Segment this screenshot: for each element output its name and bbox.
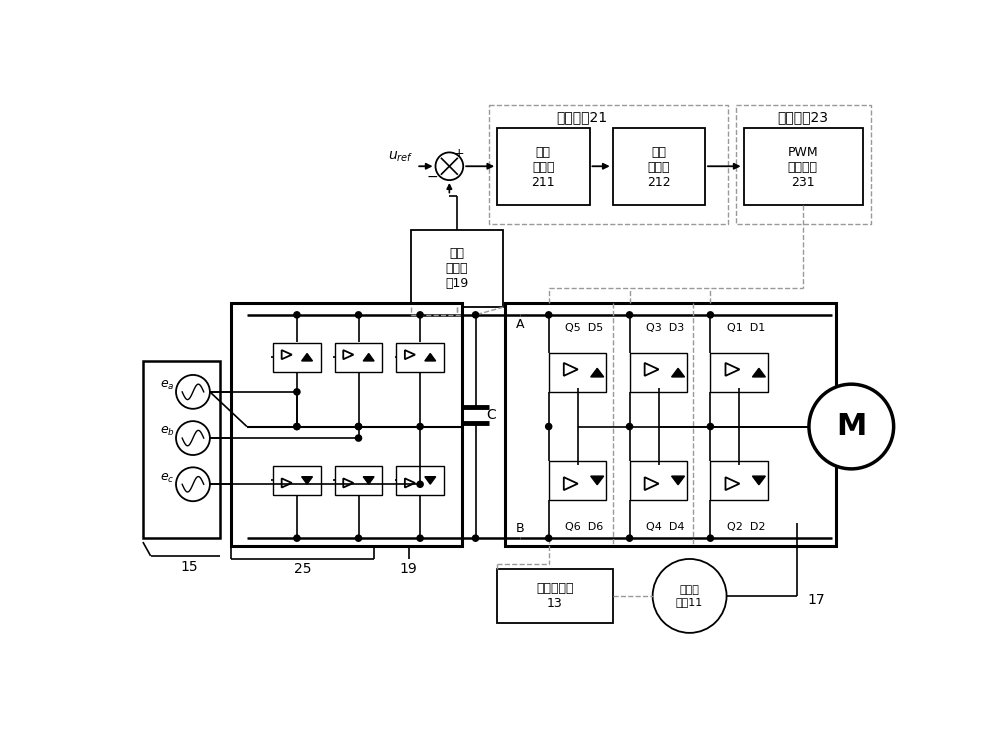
- Text: Q2  D2: Q2 D2: [727, 522, 765, 531]
- Polygon shape: [591, 476, 604, 485]
- Circle shape: [355, 312, 362, 318]
- Text: 25: 25: [294, 562, 311, 576]
- Bar: [396, 343, 444, 371]
- Circle shape: [294, 423, 300, 430]
- Bar: [505, 303, 836, 546]
- Polygon shape: [591, 368, 604, 377]
- Circle shape: [294, 312, 300, 318]
- Bar: [411, 230, 503, 307]
- Bar: [231, 303, 462, 546]
- Text: +: +: [454, 148, 465, 160]
- Circle shape: [707, 312, 713, 318]
- Text: $e_a$: $e_a$: [160, 379, 175, 393]
- Text: M: M: [836, 412, 866, 441]
- Text: 电流
调节环
212: 电流 调节环 212: [647, 145, 671, 189]
- Circle shape: [294, 423, 300, 430]
- Bar: [549, 461, 606, 500]
- Text: $e_c$: $e_c$: [160, 471, 175, 485]
- Circle shape: [355, 435, 362, 441]
- Circle shape: [176, 421, 210, 455]
- Polygon shape: [425, 477, 436, 484]
- Text: 电压
采集装
用19: 电压 采集装 用19: [445, 247, 469, 290]
- Polygon shape: [302, 354, 312, 361]
- Circle shape: [653, 559, 727, 633]
- Text: 控制装用23: 控制装用23: [777, 110, 828, 124]
- Bar: [497, 128, 590, 205]
- Text: Q1  D1: Q1 D1: [727, 323, 765, 333]
- Circle shape: [176, 375, 210, 409]
- Text: 电压
调节环
211: 电压 调节环 211: [531, 145, 555, 189]
- Circle shape: [626, 423, 633, 430]
- Text: 19: 19: [400, 562, 417, 576]
- Text: $e_b$: $e_b$: [160, 425, 175, 439]
- Circle shape: [546, 535, 552, 541]
- Circle shape: [707, 535, 713, 541]
- Circle shape: [355, 535, 362, 541]
- Polygon shape: [672, 368, 685, 377]
- Bar: [630, 461, 687, 500]
- Text: PWM
输出模块
231: PWM 输出模块 231: [787, 145, 818, 189]
- Polygon shape: [425, 354, 436, 361]
- Text: 15: 15: [180, 560, 198, 574]
- Text: A: A: [516, 319, 524, 331]
- Circle shape: [417, 535, 423, 541]
- Bar: [489, 105, 728, 224]
- Circle shape: [472, 312, 479, 318]
- Text: $u_{ref}$: $u_{ref}$: [388, 150, 414, 164]
- Text: Q3  D3: Q3 D3: [646, 323, 684, 333]
- Polygon shape: [363, 354, 374, 361]
- Bar: [273, 343, 321, 371]
- Polygon shape: [302, 477, 312, 484]
- Circle shape: [626, 312, 633, 318]
- Circle shape: [417, 481, 423, 488]
- Circle shape: [546, 423, 552, 430]
- Bar: [736, 105, 871, 224]
- Bar: [396, 466, 444, 495]
- Text: Q5  D5: Q5 D5: [565, 323, 603, 333]
- Text: B: B: [516, 522, 525, 534]
- Polygon shape: [752, 476, 765, 485]
- Text: 17: 17: [808, 593, 825, 607]
- Circle shape: [472, 535, 479, 541]
- Text: 轴承控制器
13: 轴承控制器 13: [536, 582, 574, 610]
- Bar: [335, 466, 382, 495]
- Bar: [335, 343, 382, 371]
- Text: Q4  D4: Q4 D4: [646, 522, 684, 531]
- Bar: [710, 461, 768, 500]
- Text: C: C: [486, 408, 496, 422]
- Circle shape: [707, 423, 713, 430]
- Bar: [273, 466, 321, 495]
- Polygon shape: [672, 476, 685, 485]
- Circle shape: [417, 423, 423, 430]
- Bar: [497, 569, 613, 623]
- Circle shape: [626, 535, 633, 541]
- Bar: [630, 353, 687, 392]
- Bar: [613, 128, 705, 205]
- Circle shape: [294, 535, 300, 541]
- Circle shape: [417, 312, 423, 318]
- Polygon shape: [752, 368, 765, 377]
- Circle shape: [294, 389, 300, 395]
- Circle shape: [546, 312, 552, 318]
- Bar: [143, 361, 220, 538]
- Bar: [710, 353, 768, 392]
- Polygon shape: [363, 477, 374, 484]
- Bar: [549, 353, 606, 392]
- Text: 磁悉浮
轴承11: 磁悉浮 轴承11: [676, 585, 703, 607]
- Text: 调节装用21: 调节装用21: [556, 110, 607, 124]
- Circle shape: [355, 423, 362, 430]
- Bar: [744, 128, 863, 205]
- Text: −: −: [427, 170, 438, 184]
- Circle shape: [436, 152, 463, 180]
- Circle shape: [809, 385, 894, 469]
- Text: Q6  D6: Q6 D6: [565, 522, 603, 531]
- Circle shape: [176, 467, 210, 501]
- Circle shape: [355, 423, 362, 430]
